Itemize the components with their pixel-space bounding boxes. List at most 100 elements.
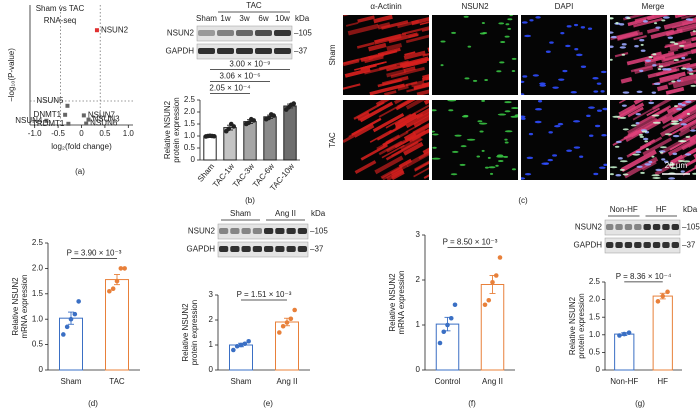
fiber (405, 150, 429, 168)
column-label: DAPI (555, 2, 574, 11)
blot-strip (217, 223, 309, 240)
data-point (277, 330, 282, 335)
nsun2-signal (673, 58, 679, 61)
nsun2-signal (670, 167, 677, 170)
fiber (386, 68, 407, 78)
nucleus (535, 16, 541, 19)
nsun2-signal (660, 146, 667, 149)
nucleus (586, 114, 591, 118)
blot-marker: –37 (310, 245, 324, 254)
data-point (655, 299, 661, 304)
blot-band (275, 228, 285, 234)
data-point (211, 133, 217, 139)
panel-label: (g) (635, 399, 645, 408)
y-tick-label: 0 (191, 155, 196, 164)
blot-row-label: GAPDH (187, 245, 216, 254)
nucleus (532, 74, 539, 77)
fiber (652, 51, 675, 61)
panel-label: (f) (468, 399, 476, 408)
significance-label: 3.06 × 10⁻⁶ (219, 72, 260, 81)
y-axis-label: Relative NSUN2 (181, 303, 190, 362)
nsun2-signal (610, 17, 614, 20)
data-point (626, 330, 632, 335)
nucleus (688, 18, 694, 21)
fiber (368, 42, 387, 52)
fiber (404, 51, 416, 56)
fiber (652, 107, 682, 125)
nucleus (545, 50, 551, 53)
nucleus (521, 80, 525, 84)
nsun2-signal (504, 35, 510, 38)
nucleus (636, 165, 643, 169)
blot-band (264, 246, 274, 252)
y-tick-label: 2 (209, 315, 214, 324)
fiber (369, 129, 392, 143)
fiber (378, 140, 403, 156)
nsun2-signal (467, 45, 472, 48)
nucleus (566, 25, 572, 28)
fiber (381, 163, 409, 180)
fiber (663, 54, 686, 62)
fiber (408, 33, 419, 39)
nucleus (688, 69, 693, 72)
nsun2-signal (488, 166, 496, 169)
nucleus (636, 90, 643, 94)
y-tick-label: 1 (209, 340, 214, 349)
blot-lane-label: 3w (239, 14, 249, 23)
micrograph-content (521, 100, 607, 180)
fiber (377, 123, 407, 141)
data-point (246, 120, 252, 126)
data-point (445, 322, 450, 328)
fiber (627, 106, 644, 118)
fiber (681, 115, 696, 126)
y-tick-label: 2.0 (184, 107, 196, 116)
x-tick-label: 1.0 (123, 129, 135, 138)
nucleus (573, 146, 581, 149)
nsun2-signal (671, 120, 679, 123)
nsun2-signal (448, 109, 454, 112)
nucleus (526, 156, 534, 160)
nucleus (680, 170, 685, 173)
blot-row-label: GAPDH (574, 241, 603, 250)
nsun2-signal (498, 22, 505, 25)
nucleus (684, 153, 692, 156)
fiber (684, 158, 696, 167)
nucleus (615, 174, 622, 177)
fiber (377, 22, 391, 30)
nsun2-signal (670, 163, 675, 166)
fiber (688, 141, 696, 148)
data-point (617, 333, 622, 338)
nsun2-signal (510, 115, 518, 118)
fiber (652, 100, 672, 110)
blot-band (624, 242, 633, 248)
nsun2-signal (673, 42, 679, 45)
nsun2-signal (682, 160, 691, 163)
nsun2-signal (472, 79, 478, 82)
blot-band (252, 246, 262, 252)
nucleus (651, 91, 657, 94)
fiber (354, 160, 377, 175)
blot-band (275, 246, 285, 252)
fiber (661, 114, 674, 125)
nucleus (645, 59, 652, 62)
nucleus (547, 158, 554, 162)
fiber (375, 100, 390, 107)
nsun2-signal (464, 77, 470, 80)
point (84, 121, 89, 126)
nucleus (593, 172, 599, 176)
x-axis-label: log₂(fold change) (51, 142, 112, 151)
blot-lane-label: Sham (230, 209, 251, 218)
nucleus (552, 86, 559, 89)
fiber (665, 28, 683, 37)
fiber (373, 15, 393, 24)
x-tick-label: TAC (109, 377, 125, 386)
blot-band (255, 30, 272, 36)
blot-strip (604, 237, 681, 254)
nucleus (617, 157, 623, 160)
fiber (390, 170, 405, 180)
fiber (679, 113, 696, 125)
blot-band (297, 246, 307, 252)
blot-band (615, 242, 623, 248)
fiber (695, 16, 696, 20)
fiber (343, 83, 361, 90)
